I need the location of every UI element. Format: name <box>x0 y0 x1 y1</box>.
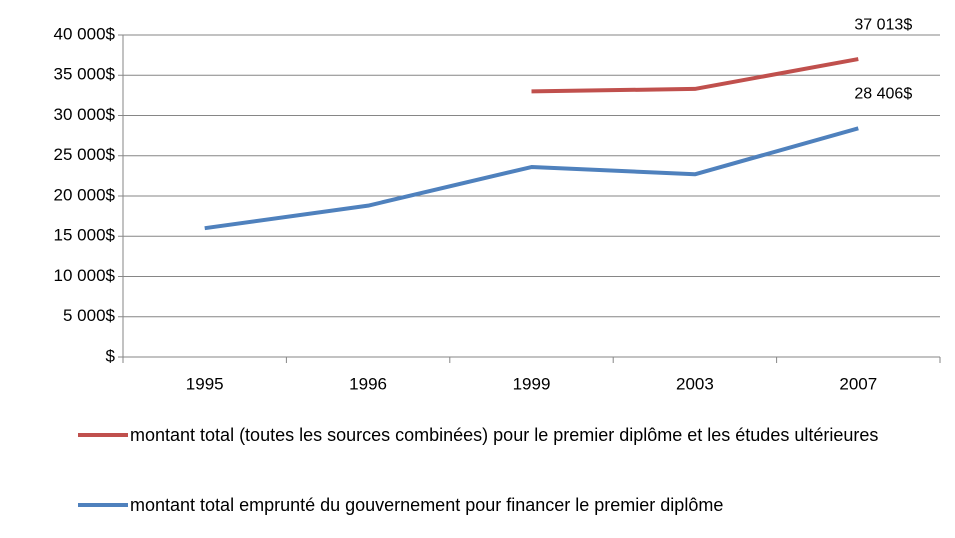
y-tick-label: 25 000$ <box>54 145 116 164</box>
data-label: 28 406$ <box>854 86 912 103</box>
y-tick-label: 35 000$ <box>54 65 116 84</box>
data-label: 37 013$ <box>854 16 912 33</box>
y-tick-label: 20 000$ <box>54 185 116 204</box>
y-tick-label: 5 000$ <box>63 306 116 325</box>
y-tick-label: 30 000$ <box>54 105 116 124</box>
y-tick-label: $ <box>106 346 116 365</box>
legend-label: montant total (toutes les sources combin… <box>130 425 879 445</box>
y-tick-label: 10 000$ <box>54 266 116 285</box>
x-tick-label: 2007 <box>839 374 877 393</box>
x-tick-label: 1996 <box>349 374 387 393</box>
x-tick-label: 1995 <box>186 374 224 393</box>
y-tick-label: 15 000$ <box>54 226 116 245</box>
x-tick-label: 2003 <box>676 374 714 393</box>
series-line <box>531 57 859 94</box>
y-tick-label: 40 000$ <box>54 24 116 43</box>
series-line <box>204 126 859 231</box>
legend-label: montant total emprunté du gouvernement p… <box>130 495 724 515</box>
x-tick-label: 1999 <box>513 374 551 393</box>
